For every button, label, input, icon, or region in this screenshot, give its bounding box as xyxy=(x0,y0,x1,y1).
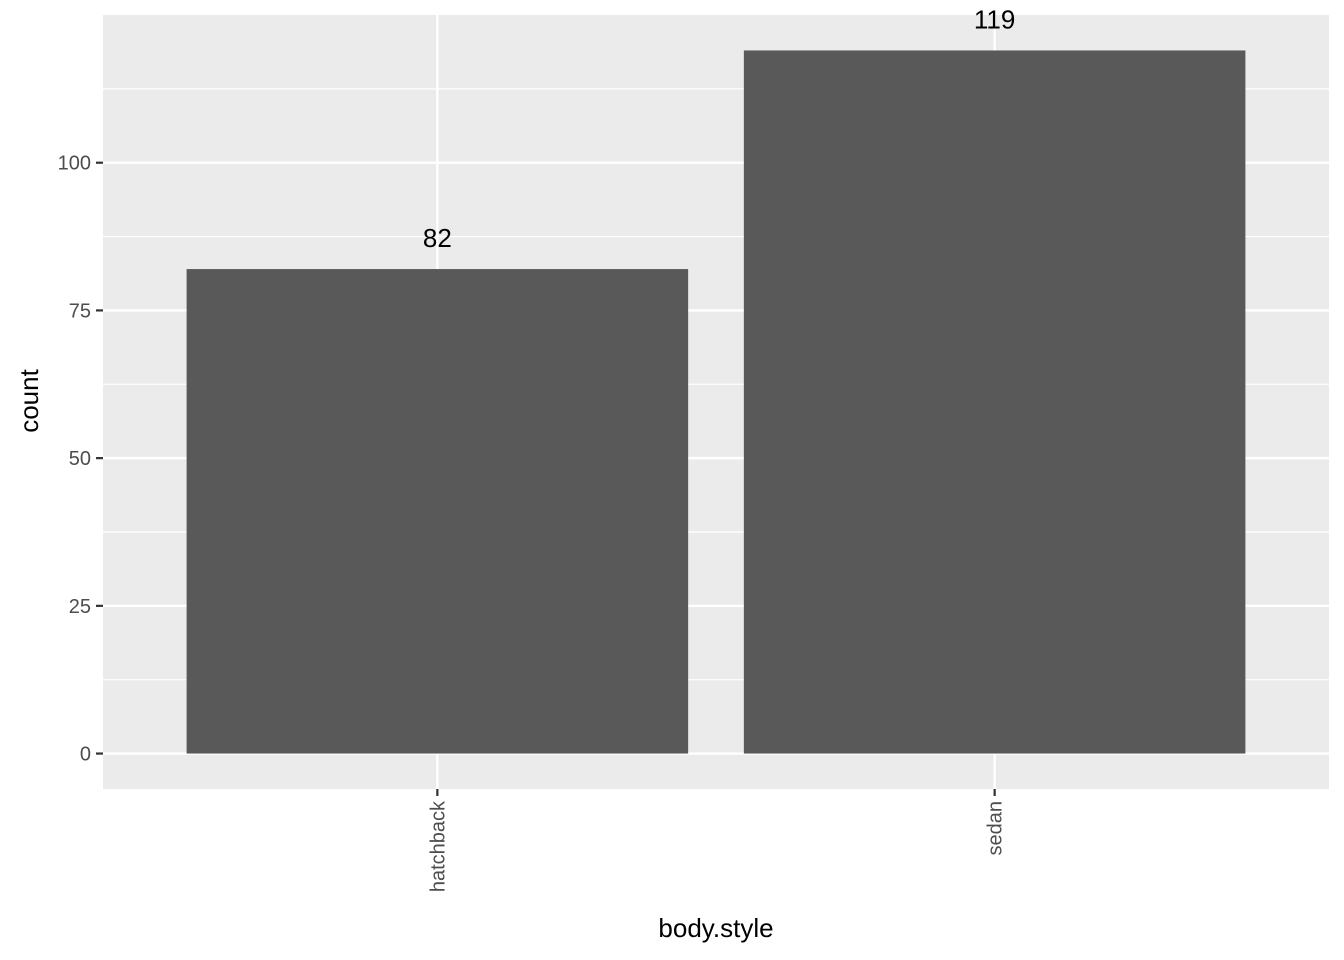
bars xyxy=(186,50,1246,754)
data-labels: 82 119 xyxy=(423,4,1015,253)
x-tick-label-sedan: sedan xyxy=(985,801,1007,856)
x-tick-label-hatchback: hatchback xyxy=(427,800,449,892)
y-tick-label: 100 xyxy=(58,153,91,175)
y-axis: 0 25 50 75 100 xyxy=(58,153,103,766)
y-tick-label: 25 xyxy=(69,596,91,618)
x-axis: hatchback sedan xyxy=(427,789,1007,892)
x-axis-title: body.style xyxy=(658,913,773,943)
y-tick-label: 0 xyxy=(80,744,91,766)
y-axis-title: count xyxy=(14,368,44,432)
data-label-sedan: 119 xyxy=(974,4,1015,34)
bar-hatchback xyxy=(186,269,689,754)
data-label-hatchback: 82 xyxy=(423,223,452,253)
y-tick-label: 75 xyxy=(69,300,91,322)
bar-sedan xyxy=(743,50,1246,754)
y-tick-label: 50 xyxy=(69,448,91,470)
